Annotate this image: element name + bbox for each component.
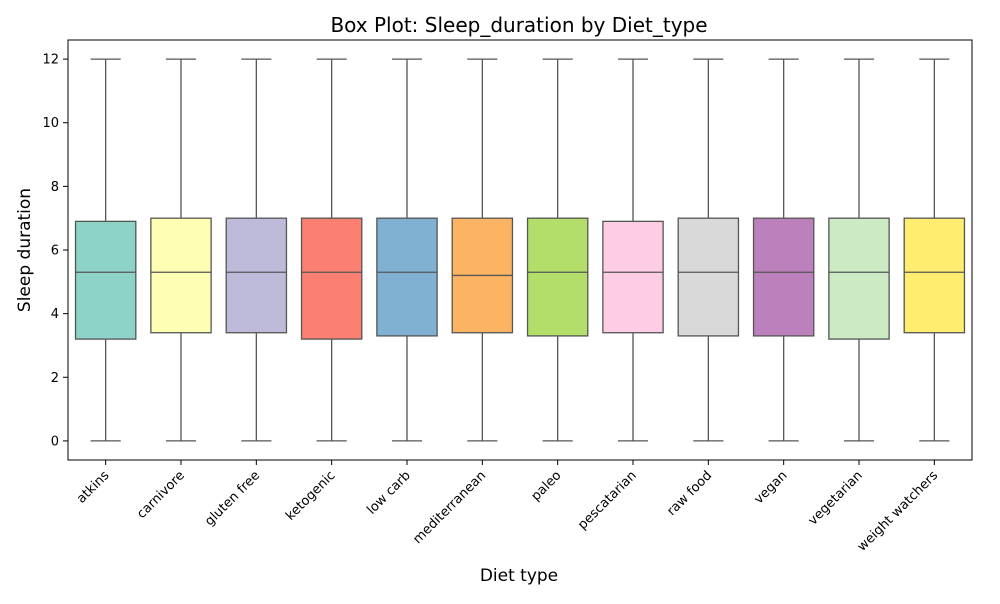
box <box>903 217 966 334</box>
box-group <box>903 58 966 442</box>
box-group <box>300 58 363 442</box>
x-tick-label: weight watchers <box>855 468 942 555</box>
box <box>225 217 288 334</box>
box <box>300 217 363 340</box>
box <box>752 217 815 337</box>
x-tick-label: atkins <box>74 468 112 506</box>
plot-area: 0 2 4 6 8 10 12 atkins carnivore gluten free ketog… <box>42 39 973 555</box>
x-tick-label: ketogenic <box>283 468 338 523</box>
box-group <box>74 58 137 442</box>
chart-title: Box Plot: Sleep_duration by Diet_type <box>330 13 707 37</box>
box <box>677 217 740 337</box>
y-tick-label: 0 <box>51 434 59 449</box>
x-tick-label: vegan <box>751 468 790 507</box>
y-tick-label: 12 <box>42 53 59 68</box>
box-group <box>451 58 514 442</box>
y-tick-label: 8 <box>51 180 59 195</box>
y-tick-label: 10 <box>42 116 59 131</box>
box <box>74 220 137 340</box>
y-tick-label: 2 <box>51 371 59 386</box>
box-group <box>225 58 288 442</box>
x-tick-label: pescatarian <box>575 468 640 533</box>
box-group <box>602 58 664 442</box>
box-group <box>376 58 438 442</box>
box-group <box>752 58 815 442</box>
box-group <box>150 58 212 442</box>
x-tick-label: vegetarian <box>806 468 866 528</box>
box-group <box>526 58 589 442</box>
box <box>526 217 589 337</box>
box <box>150 217 212 334</box>
box-group <box>677 58 740 442</box>
x-tick-label: low carb <box>364 468 414 518</box>
y-tick-label: 6 <box>51 244 59 259</box>
x-tick-label: raw food <box>664 468 715 519</box>
box-group <box>828 58 890 442</box>
box <box>376 217 438 337</box>
x-axis-label: Diet type <box>480 566 558 586</box>
box <box>602 220 664 334</box>
x-tick-label: gluten free <box>202 468 263 529</box>
x-tick-label: paleo <box>529 468 565 504</box>
y-axis-label: Sleep duration <box>15 188 35 312</box>
x-tick-label: mediterranean <box>410 468 489 547</box>
x-tick-label: carnivore <box>134 468 188 522</box>
box <box>828 217 890 340</box>
y-tick-label: 4 <box>51 307 59 322</box>
